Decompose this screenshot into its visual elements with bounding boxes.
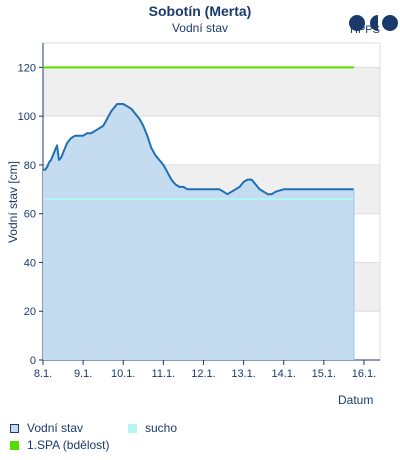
legend-item-1spa: 1.SPA (bdělost): [10, 438, 110, 452]
legend-item-sucho: sucho: [128, 421, 177, 435]
chart-area: 0 20 40 60 80 100 120 8.1. 9.1. 10.1. 11.1. 12.1. 13…: [18, 42, 381, 380]
legend-swatch: [128, 424, 137, 433]
x-axis-label: Datum: [338, 393, 374, 407]
y-tick-label: 120: [18, 62, 36, 74]
hpps-logo: [349, 15, 398, 31]
logo-text: HPPS: [350, 24, 380, 36]
legend-swatch: [10, 424, 19, 433]
y-tick-label: 0: [30, 355, 36, 367]
water-level-line: [43, 103, 354, 196]
y-tick-label: 80: [24, 160, 36, 172]
y-tick-label: 40: [24, 257, 36, 269]
legend-label: Vodní stav: [27, 421, 84, 435]
x-tick-label: 12.1.: [191, 368, 215, 380]
x-tick-label: 10.1.: [111, 368, 135, 380]
chart-subtitle: Vodní stav: [171, 21, 229, 35]
legend-label: 1.SPA (bdělost): [27, 438, 110, 452]
water-level-area: [43, 103, 354, 360]
x-tick-label: 13.1.: [231, 368, 255, 380]
chart-title: Sobotín (Merta): [148, 3, 252, 19]
x-tick-label: 8.1.: [34, 368, 52, 380]
x-tick-label: 15.1.: [312, 368, 336, 380]
y-tick-label: 60: [24, 209, 36, 221]
legend-item-vodni-stav: Vodní stav: [10, 421, 83, 435]
x-tick-label: 16.1.: [352, 368, 376, 380]
grid-band: [43, 67, 380, 117]
y-tick-label: 100: [18, 111, 36, 123]
x-tick-label: 14.1.: [271, 368, 295, 380]
legend-swatch: [10, 441, 19, 450]
x-tick-label: 11.1.: [152, 368, 176, 380]
x-tick-label: 9.1.: [74, 368, 92, 380]
legend-label: sucho: [145, 421, 178, 435]
y-tick-label: 20: [24, 306, 36, 318]
